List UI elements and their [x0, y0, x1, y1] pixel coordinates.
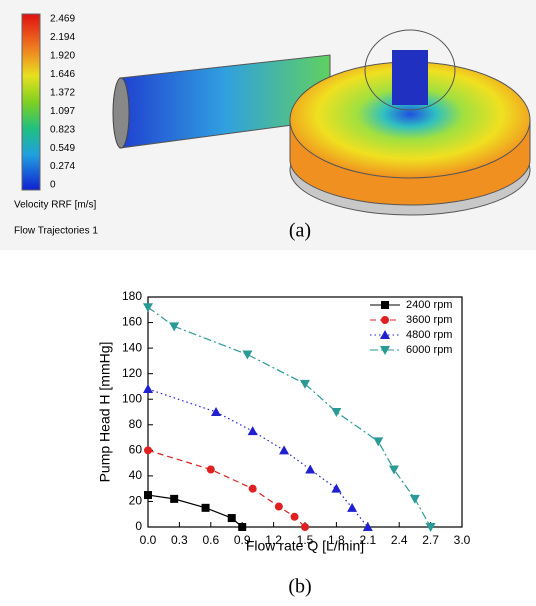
- colorbar-label: 0: [50, 180, 56, 191]
- y-tick-label: 120: [122, 366, 142, 380]
- colorbar-title: Velocity RRF [m/s]: [14, 200, 96, 211]
- x-tick-label: 0.3: [171, 533, 188, 547]
- marker: [380, 330, 390, 339]
- colorbar: [21, 13, 41, 191]
- x-tick-label: 1.2: [265, 533, 282, 547]
- y-tick-label: 20: [129, 494, 143, 508]
- caption-a: (a): [289, 220, 311, 242]
- marker: [274, 502, 283, 511]
- x-tick-label: 2.1: [359, 533, 376, 547]
- marker: [279, 445, 290, 455]
- colorbar-label: 0.274: [50, 161, 75, 172]
- marker: [305, 464, 316, 474]
- marker: [143, 303, 153, 313]
- colorbar-label: 2.469: [50, 14, 75, 25]
- colorbar-label: 2.194: [50, 32, 75, 43]
- marker: [144, 446, 152, 455]
- caption-b: (b): [288, 576, 311, 598]
- marker: [143, 384, 153, 393]
- marker: [300, 379, 310, 389]
- colorbar-label: 1.372: [50, 87, 75, 98]
- series-line: [147, 306, 432, 528]
- y-tick-label: 100: [122, 391, 142, 405]
- y-tick-label: 140: [122, 340, 142, 354]
- x-tick-label: 0.6: [202, 533, 219, 547]
- pipe-end: [112, 77, 130, 149]
- marker: [227, 514, 236, 523]
- marker: [362, 522, 373, 531]
- legend-label: 4800 rpm: [406, 329, 452, 341]
- x-tick-label: 3.0: [454, 533, 471, 547]
- y-tick-label: 60: [129, 443, 143, 457]
- marker: [144, 491, 152, 500]
- marker: [247, 426, 258, 436]
- marker: [242, 350, 253, 360]
- marker: [425, 523, 436, 532]
- colorbar-label: 1.097: [50, 106, 75, 117]
- x-tick-label: 2.4: [391, 533, 408, 547]
- marker: [238, 523, 247, 531]
- marker: [331, 408, 342, 417]
- y-tick-label: 40: [129, 468, 143, 482]
- housing-outline: [364, 29, 456, 111]
- trajectories-label: Flow Trajectories 1: [14, 226, 98, 237]
- marker: [211, 407, 222, 416]
- marker: [347, 502, 358, 512]
- y-tick-label: 80: [129, 417, 143, 431]
- marker: [170, 494, 179, 503]
- marker: [201, 503, 210, 512]
- colorbar-label: 1.920: [50, 51, 75, 62]
- marker: [206, 465, 215, 474]
- y-axis-label: Pump Head H [mmHg]: [97, 342, 113, 483]
- legend-label: 2400 rpm: [406, 299, 452, 311]
- y-tick-label: 0: [135, 519, 142, 533]
- x-tick-label: 0.9: [234, 533, 251, 547]
- x-tick-label: 2.7: [422, 533, 439, 547]
- colorbar-label: 1.646: [50, 69, 75, 80]
- marker: [248, 484, 257, 493]
- y-tick-label: 160: [122, 315, 142, 329]
- marker: [381, 316, 389, 324]
- marker: [388, 465, 399, 475]
- x-tick-label: 1.5: [297, 533, 314, 547]
- marker: [301, 523, 309, 531]
- legend-label: 3600 rpm: [406, 314, 452, 326]
- marker: [373, 437, 384, 447]
- marker: [331, 483, 342, 493]
- x-tick-label: 1.8: [328, 533, 345, 547]
- series-line: [147, 388, 369, 528]
- x-tick-label: 0.0: [140, 533, 157, 547]
- marker: [380, 346, 390, 355]
- colorbar-label: 0.549: [50, 143, 75, 154]
- impeller-blades: [392, 50, 428, 105]
- x-axis-label: Flow rate Q [L/min]: [246, 538, 364, 554]
- marker: [409, 494, 420, 504]
- colorbar-label: 0.823: [50, 124, 75, 135]
- y-tick-label: 180: [122, 289, 142, 303]
- marker: [290, 512, 299, 521]
- marker: [381, 301, 389, 309]
- marker: [169, 322, 180, 332]
- series-line: [147, 494, 243, 528]
- legend-label: 6000 rpm: [406, 344, 452, 356]
